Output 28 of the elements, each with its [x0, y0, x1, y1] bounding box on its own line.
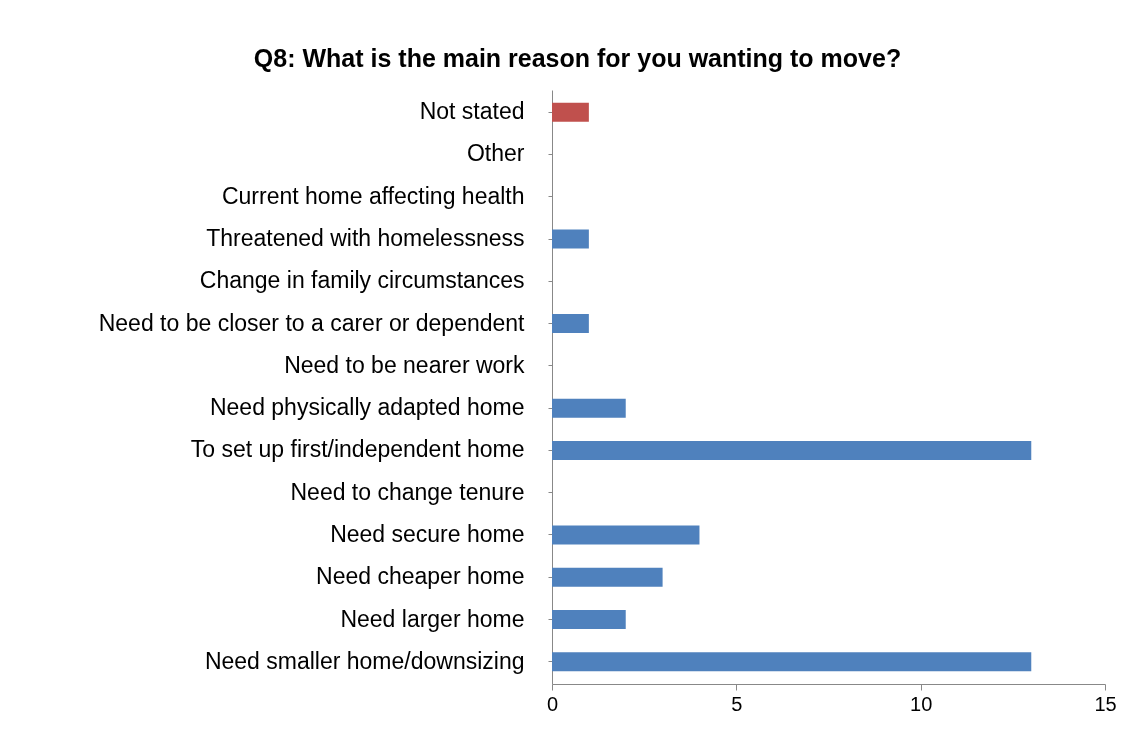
y-tick-label: Need smaller home/downsizing — [204, 647, 525, 674]
bar — [552, 398, 626, 418]
bar — [552, 440, 1032, 460]
bar — [552, 314, 589, 334]
bar — [552, 652, 1032, 672]
y-tick-label: Need to change tenure — [290, 478, 525, 505]
y-tick-label: Need to be nearer work — [284, 351, 525, 378]
bar — [552, 102, 589, 122]
bar — [552, 610, 626, 630]
y-tick-label: Need secure home — [330, 520, 525, 547]
chart-title: Q8: What is the main reason for you wanting to move? — [253, 44, 902, 72]
y-tick-label: Need physically adapted home — [209, 394, 525, 421]
y-tick-label: Need larger home — [340, 605, 525, 632]
x-tick-label: 0 — [546, 692, 559, 715]
y-tick-label: To set up first/independent home — [190, 436, 525, 463]
y-tick-label: Current home affecting health — [221, 182, 525, 209]
y-tick-label: Need to be closer to a carer or dependent — [98, 309, 526, 336]
x-tick-label: 5 — [731, 692, 743, 715]
x-tick-label: 10 — [910, 692, 933, 715]
y-tick-label: Other — [466, 140, 525, 167]
y-tick-label: Not stated — [419, 98, 525, 125]
y-tick-label: Change in family circumstances — [199, 267, 525, 294]
bar — [552, 525, 700, 545]
bar — [552, 567, 663, 587]
y-tick-label: Need cheaper home — [316, 563, 525, 590]
x-tick-label: 15 — [1094, 692, 1117, 715]
y-tick-label: Threatened with homelessness — [206, 225, 525, 252]
bar — [552, 229, 589, 249]
